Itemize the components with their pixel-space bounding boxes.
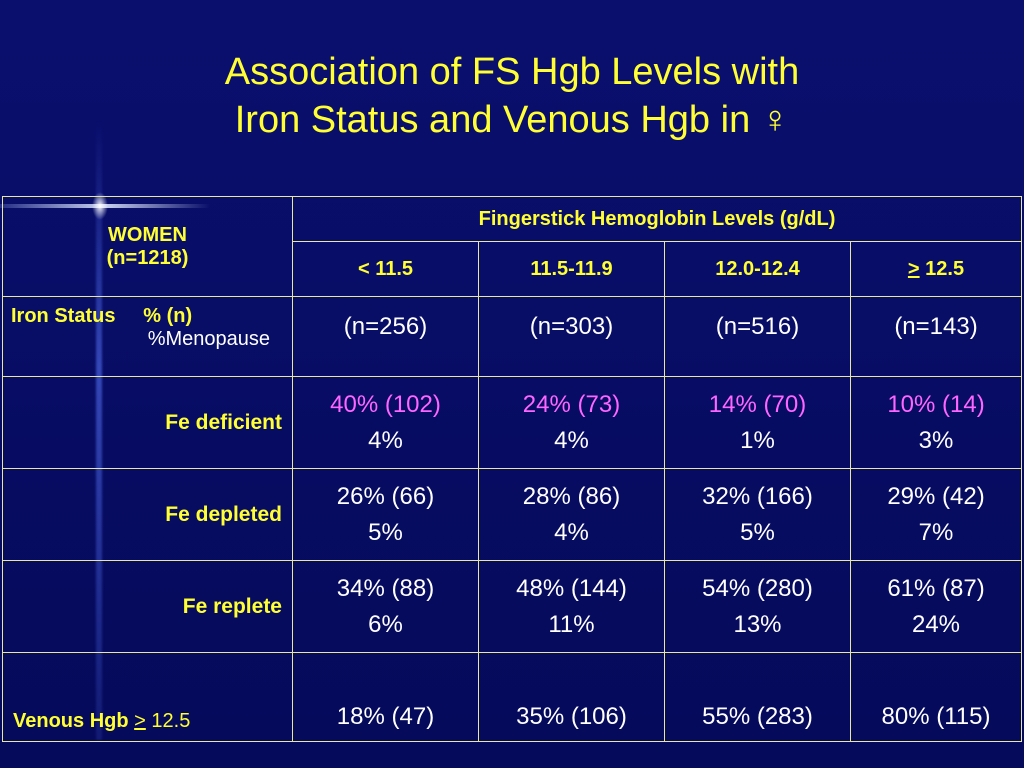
table-row-fe-depleted: Fe depleted 26% (66) 5% 28% (86) 4% 32% (1… [2,468,1023,561]
row-label-fe-deficient: Fe deficient [2,376,293,469]
data-cell: 14% (70) 1% [664,376,851,469]
row-label-fe-depleted: Fe depleted [2,468,293,561]
title-line-1: Association of FS Hgb Levels with [224,51,800,93]
data-cell: 28% (86) 4% [478,468,665,561]
table-row-iron-status: Iron Status % (n) %Menopause (n=256) (n=… [2,296,1023,377]
ge-symbol: > [907,257,920,280]
data-cell: 61% (87) 24% [849,560,1023,653]
group-header-cell: Fingerstick Hemoglobin Levels (g/dL) [291,196,1023,242]
data-cell: 26% (66) 5% [292,468,479,561]
ge-symbol: > [134,710,146,732]
iron-status-label: Iron Status % (n) [11,305,193,327]
count-cell: (n=303) [478,296,665,377]
count-cell: (n=516) [664,296,851,377]
data-cell: 24% (73) 4% [478,376,665,469]
data-cell: 10% (14) 3% [849,376,1023,469]
column-header: > 12.5 [849,241,1023,297]
data-cell: 80% (115) [849,652,1023,742]
data-cell: 35% (106) [478,652,665,742]
data-cell: 48% (144) 11% [478,560,665,653]
table-row-venous-hgb: Venous Hgb > 12.5 18% (47) 35% (106) 55%… [2,652,1023,742]
table-row-fe-replete: Fe replete 34% (88) 6% 48% (144) 11% 54% (… [2,560,1023,653]
column-header: 11.5-11.9 [478,241,665,297]
corner-header-cell: WOMEN (n=1218) [2,196,293,297]
results-table: WOMEN (n=1218) Fingerstick Hemoglobin Le… [2,196,1023,742]
column-header-row: < 11.5 11.5-11.9 12.0-12.4 > 12.5 [3,241,1023,297]
data-cell: 34% (88) 6% [292,560,479,653]
row-label-fe-replete: Fe replete [2,560,293,653]
data-cell: 40% (102) 4% [292,376,479,469]
row-label-venous-hgb: Venous Hgb > 12.5 [2,652,293,742]
iron-status-label-cell: Iron Status % (n) %Menopause [2,296,293,377]
corner-women-label: WOMEN [108,223,187,246]
data-cell: 29% (42) 7% [849,468,1023,561]
count-cell: (n=256) [292,296,479,377]
data-cell: 54% (280) 13% [664,560,851,653]
table-row-fe-deficient: Fe deficient 40% (102) 4% 24% (73) 4% 14% … [2,376,1023,469]
data-cell: 55% (283) [664,652,851,742]
table-header-row: WOMEN (n=1218) Fingerstick Hemoglobin Le… [2,196,1023,297]
menopause-label: %Menopause [147,328,270,350]
data-cell: 18% (47) [292,652,479,742]
title-line-2: Iron Status and Venous Hgb in ♀ [234,99,790,141]
corner-n-label: (n=1218) [106,246,189,269]
column-header: 12.0-12.4 [664,241,851,297]
column-header: < 11.5 [292,241,479,297]
count-cell: (n=143) [849,296,1023,377]
slide-title: Association of FS Hgb Levels with Iron S… [0,48,1024,144]
data-cell: 32% (166) 5% [664,468,851,561]
